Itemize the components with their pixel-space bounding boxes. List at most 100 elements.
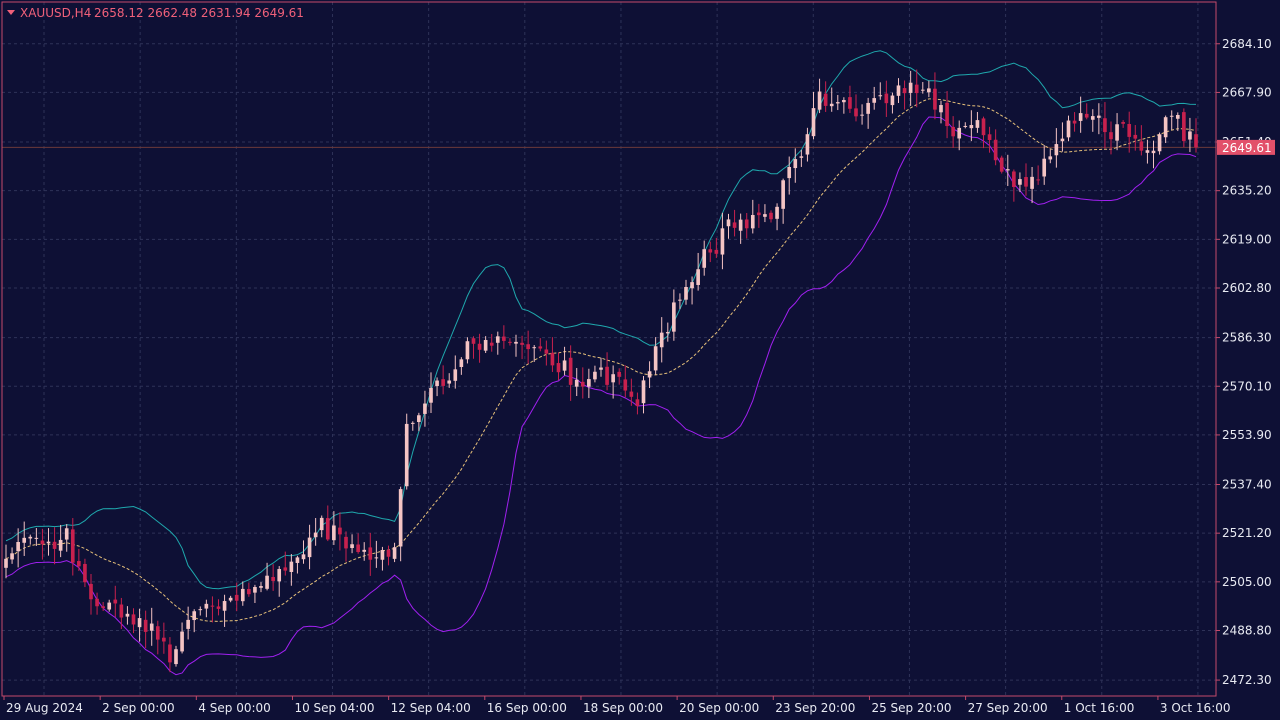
- candle[interactable]: [1139, 125, 1144, 156]
- candle[interactable]: [423, 390, 427, 427]
- candle[interactable]: [459, 357, 464, 375]
- candle[interactable]: [896, 78, 901, 103]
- candle[interactable]: [744, 213, 749, 239]
- candle[interactable]: [1054, 128, 1059, 168]
- candle[interactable]: [805, 127, 810, 162]
- candle[interactable]: [1169, 110, 1174, 130]
- candle[interactable]: [283, 551, 288, 576]
- candle[interactable]: [1078, 96, 1083, 133]
- candle[interactable]: [301, 540, 306, 564]
- candle[interactable]: [842, 97, 846, 114]
- candle[interactable]: [313, 518, 318, 546]
- candle[interactable]: [240, 581, 245, 606]
- candle[interactable]: [447, 373, 452, 388]
- candle[interactable]: [635, 392, 640, 415]
- candle[interactable]: [526, 330, 530, 364]
- candle[interactable]: [228, 595, 233, 603]
- candle[interactable]: [155, 620, 160, 655]
- candle[interactable]: [854, 94, 858, 122]
- candle[interactable]: [617, 368, 622, 385]
- candle[interactable]: [562, 346, 567, 376]
- candle[interactable]: [319, 515, 324, 538]
- candle[interactable]: [690, 276, 694, 305]
- candle[interactable]: [143, 610, 148, 649]
- candle[interactable]: [356, 533, 360, 554]
- candle[interactable]: [1115, 113, 1119, 151]
- candle[interactable]: [726, 213, 731, 239]
- candle[interactable]: [70, 518, 75, 576]
- candle[interactable]: [1109, 121, 1113, 155]
- candle[interactable]: [999, 155, 1004, 174]
- candle[interactable]: [769, 210, 773, 223]
- candle[interactable]: [860, 104, 864, 125]
- candle[interactable]: [180, 622, 184, 654]
- candle[interactable]: [289, 554, 294, 586]
- candle[interactable]: [1157, 132, 1162, 155]
- candle[interactable]: [22, 521, 27, 556]
- candle[interactable]: [538, 338, 543, 352]
- candle[interactable]: [520, 335, 524, 360]
- candle[interactable]: [1182, 108, 1186, 148]
- candle[interactable]: [502, 325, 506, 349]
- candle[interactable]: [28, 534, 33, 545]
- candle[interactable]: [192, 609, 197, 633]
- candle[interactable]: [247, 582, 251, 597]
- candle[interactable]: [16, 528, 20, 568]
- candle[interactable]: [848, 85, 852, 114]
- candle[interactable]: [696, 252, 700, 291]
- candle[interactable]: [4, 544, 8, 579]
- candle[interactable]: [872, 86, 877, 110]
- symbol-header[interactable]: XAUUSD,H4 2658.12 2662.48 2631.94 2649.6…: [7, 6, 304, 20]
- candle[interactable]: [1097, 103, 1101, 135]
- candle[interactable]: [878, 82, 883, 100]
- candle[interactable]: [392, 542, 397, 563]
- candle[interactable]: [605, 352, 609, 391]
- candle[interactable]: [823, 81, 828, 112]
- time-axis[interactable]: 29 Aug 2024 2 Sep 00:00 4 Sep 00:00 10 Sep …: [3, 696, 1231, 715]
- candle[interactable]: [168, 637, 172, 673]
- candle[interactable]: [884, 80, 889, 117]
- candle[interactable]: [489, 334, 494, 352]
- candle[interactable]: [277, 566, 282, 597]
- candle[interactable]: [629, 378, 634, 406]
- candle[interactable]: [34, 528, 39, 546]
- candle[interactable]: [993, 129, 998, 166]
- candle[interactable]: [920, 82, 925, 94]
- candle[interactable]: [210, 596, 215, 623]
- candle[interactable]: [1018, 172, 1022, 193]
- candle[interactable]: [1194, 118, 1198, 153]
- candle[interactable]: [1133, 125, 1138, 151]
- candle[interactable]: [793, 148, 798, 183]
- candle[interactable]: [738, 213, 743, 244]
- candle[interactable]: [732, 209, 737, 237]
- candle[interactable]: [708, 241, 713, 263]
- candle[interactable]: [1090, 109, 1095, 132]
- candle[interactable]: [750, 199, 755, 234]
- candle[interactable]: [222, 594, 227, 627]
- candle[interactable]: [1084, 103, 1089, 120]
- candle[interactable]: [684, 279, 688, 305]
- candle[interactable]: [945, 91, 949, 139]
- candle[interactable]: [259, 582, 263, 593]
- candle[interactable]: [46, 528, 51, 556]
- candle[interactable]: [647, 361, 652, 389]
- candle[interactable]: [198, 606, 203, 616]
- candle[interactable]: [963, 122, 968, 129]
- candle[interactable]: [186, 606, 190, 640]
- candle[interactable]: [659, 317, 664, 363]
- candle[interactable]: [477, 333, 482, 363]
- candle[interactable]: [702, 240, 707, 276]
- candle[interactable]: [1066, 115, 1071, 142]
- candle[interactable]: [514, 334, 518, 357]
- candle[interactable]: [101, 601, 105, 611]
- candle[interactable]: [58, 524, 63, 558]
- candle[interactable]: [234, 582, 239, 612]
- candle[interactable]: [83, 558, 87, 588]
- candle[interactable]: [77, 548, 81, 571]
- candle[interactable]: [787, 156, 792, 195]
- candle[interactable]: [465, 337, 470, 364]
- candle[interactable]: [204, 599, 209, 618]
- candle[interactable]: [417, 412, 421, 432]
